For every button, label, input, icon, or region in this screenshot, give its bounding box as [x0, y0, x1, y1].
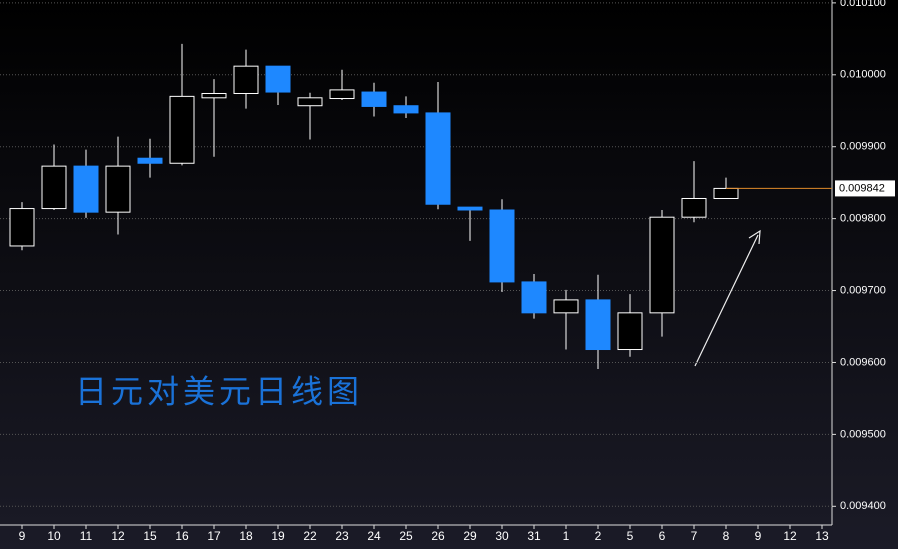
candle-body	[649, 216, 675, 314]
candle-body	[713, 187, 739, 199]
candle-body	[457, 206, 483, 211]
last-price-box	[835, 180, 895, 197]
candle-body	[105, 165, 131, 213]
candle-body	[169, 95, 195, 164]
candle-body	[361, 91, 387, 107]
x-tick-label: 25	[399, 529, 413, 543]
x-tick-label: 30	[495, 529, 509, 543]
candle-body	[521, 281, 547, 314]
x-tick-label: 12	[783, 529, 797, 543]
x-tick-label: 12	[111, 529, 125, 543]
x-tick-label: 23	[335, 529, 349, 543]
x-tick-label: 19	[271, 529, 285, 543]
candle-body	[585, 299, 611, 351]
x-tick-label: 6	[659, 529, 666, 543]
chart-annotation: 日元对美元日线图	[75, 373, 363, 409]
x-tick-label: 7	[691, 529, 698, 543]
y-tick-label: 0.010000	[840, 69, 886, 81]
candle-body	[489, 209, 515, 283]
candle-body	[73, 165, 99, 213]
y-tick-label: 0.009900	[840, 141, 886, 153]
y-tick-label: 0.009700	[840, 284, 886, 296]
x-tick-label: 9	[755, 529, 762, 543]
x-tick-label: 31	[527, 529, 541, 543]
x-tick-label: 1	[563, 529, 570, 543]
x-tick-label: 29	[463, 529, 477, 543]
x-tick-label: 8	[723, 529, 730, 543]
y-tick-label: 0.009500	[840, 428, 886, 440]
x-tick-label: 9	[19, 529, 26, 543]
arrow-shaft	[694, 234, 759, 367]
candle-body	[265, 65, 291, 93]
candle-body	[425, 112, 451, 205]
y-tick-label: 0.009600	[840, 356, 886, 368]
x-tick-label: 15	[143, 529, 157, 543]
x-tick-label: 10	[47, 529, 61, 543]
x-tick-label: 26	[431, 529, 445, 543]
arrow-head	[748, 229, 761, 245]
y-tick-label: 0.009400	[840, 500, 886, 512]
y-tick-label: 0.009800	[840, 213, 886, 225]
candle-body	[681, 197, 707, 218]
x-tick-label: 16	[175, 529, 189, 543]
candle-body	[41, 165, 67, 210]
candle-body	[9, 208, 35, 247]
candle-body	[393, 105, 419, 114]
x-tick-label: 22	[303, 529, 317, 543]
candle-body	[297, 97, 323, 107]
candle-body	[201, 92, 227, 99]
x-tick-label: 13	[815, 529, 829, 543]
last-price-label: 0.009842	[839, 182, 885, 194]
x-tick-label: 5	[627, 529, 634, 543]
x-tick-label: 2	[595, 529, 602, 543]
candle-body	[617, 312, 643, 351]
candle-body	[137, 157, 163, 164]
x-tick-label: 17	[207, 529, 221, 543]
x-tick-label: 24	[367, 529, 381, 543]
x-tick-label: 11	[80, 529, 93, 543]
candle-body	[233, 65, 259, 94]
x-tick-label: 18	[239, 529, 253, 543]
y-tick-label: 0.010100	[840, 0, 886, 9]
candle-body	[553, 299, 579, 314]
candle-body	[329, 89, 355, 100]
